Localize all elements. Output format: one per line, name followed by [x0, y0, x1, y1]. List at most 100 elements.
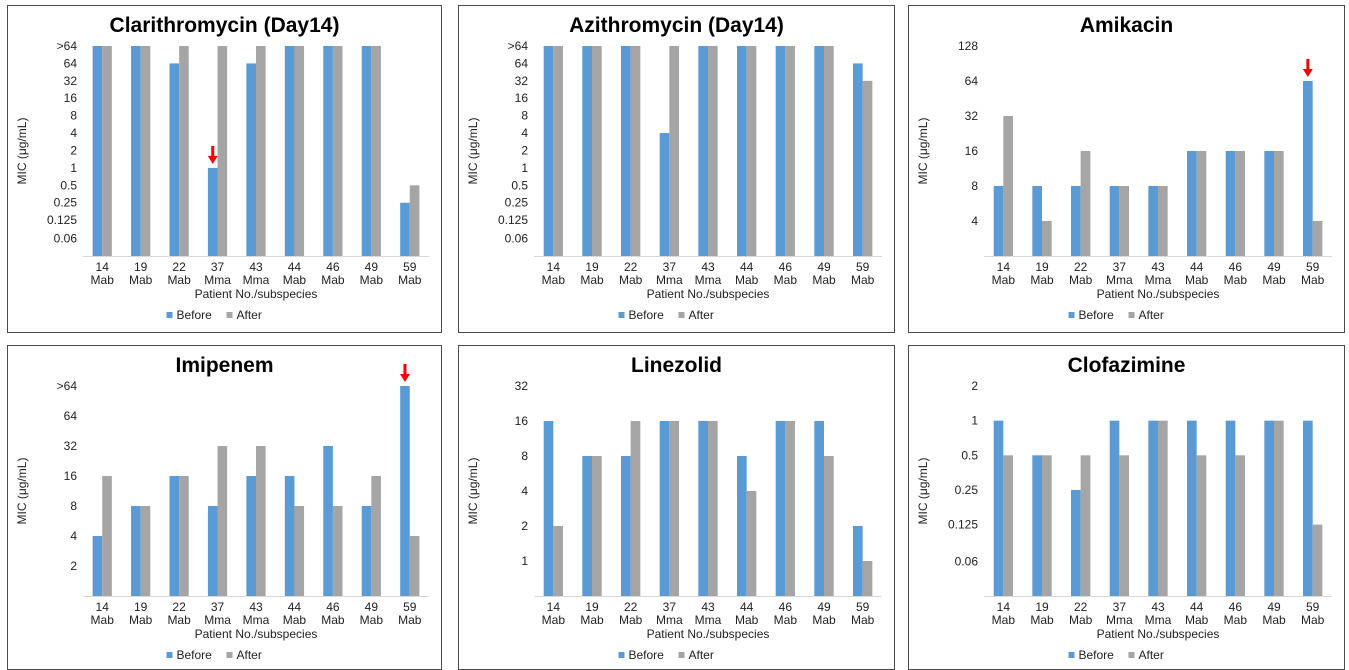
x-tick-label-line: 59: [1306, 600, 1320, 614]
bar-before-49-mab: [814, 46, 824, 256]
x-tick-label-line: 46: [326, 600, 340, 614]
bar-before-46-mab: [323, 446, 333, 596]
x-tick-label: 37 Mma: [1106, 600, 1133, 627]
x-tick-label-line: Mma: [204, 613, 231, 627]
bar-before-43-mma: [1148, 186, 1158, 256]
bar-before-43-mma: [246, 63, 256, 256]
x-tick-label-line: 22: [624, 260, 638, 274]
bar-before-49-mab: [1264, 151, 1274, 256]
bar-before-14-mab: [92, 536, 103, 596]
bar-after-59-mab: [862, 561, 873, 596]
x-tick-label-line: 19: [1035, 260, 1049, 274]
x-axis-label: Patient No./subspecies: [195, 627, 318, 641]
x-tick-label-line: 19: [134, 600, 148, 614]
bar-before-14-mab: [993, 420, 1004, 596]
bar-after-22-mab: [1080, 151, 1091, 256]
y-tick-label: 2: [70, 143, 77, 157]
x-tick-label-line: 46: [1229, 600, 1243, 614]
y-tick-label: 64: [965, 74, 979, 88]
x-tick-label-line: 22: [1074, 600, 1088, 614]
bar-before-46-mab: [1225, 420, 1236, 596]
bar-after-44-mab: [1196, 151, 1207, 256]
bar-before-43-mma: [698, 421, 708, 596]
x-tick-label-line: 44: [288, 600, 302, 614]
x-axis-label: Patient No./subspecies: [1097, 627, 1220, 641]
x-tick-label-line: 44: [1190, 600, 1204, 614]
bar-before-19-mab: [1032, 455, 1042, 596]
x-tick-label-line: 46: [326, 260, 340, 274]
x-tick-label-line: 14: [96, 600, 110, 614]
x-tick-label-line: Mab: [580, 613, 604, 627]
bar-before-44-mab: [737, 456, 747, 596]
bar-before-46-mab: [1225, 151, 1236, 256]
bar-before-14-mab: [993, 186, 1004, 256]
y-axis-label: MIC (μg/mL): [15, 458, 29, 525]
bar-after-14-mab: [102, 46, 112, 256]
x-tick-label-line: 49: [365, 260, 379, 274]
bar-after-14-mab: [102, 476, 112, 596]
y-axis-label: MIC (μg/mL): [466, 458, 480, 525]
x-tick-label-line: Mab: [91, 613, 115, 627]
x-tick-label-line: 37: [663, 600, 677, 614]
x-tick-label: 37 Mma: [656, 600, 683, 627]
bar-before-46-mab: [775, 421, 786, 596]
bar-before-22-mab: [621, 456, 631, 596]
x-tick-label-line: 43: [701, 260, 715, 274]
bar-before-59-mab: [1303, 81, 1313, 256]
y-axis-label: MIC (μg/mL): [916, 118, 930, 185]
x-tick-label-line: 44: [740, 600, 754, 614]
x-tick-label: 46 Mab: [774, 600, 798, 627]
legend-swatch-before: [166, 652, 173, 658]
y-tick-label: >64: [508, 39, 529, 53]
legend-swatch-after: [678, 652, 685, 658]
x-tick-label: 22 Mab: [619, 600, 643, 627]
x-tick-label-line: 59: [856, 600, 870, 614]
bar-after-37-mma: [217, 446, 228, 596]
bar-after-49-mab: [371, 476, 381, 596]
bar-after-46-mab: [332, 506, 343, 596]
legend-label-after: After: [237, 648, 262, 662]
x-tick-label-line: Mab: [851, 613, 875, 627]
x-tick-label-line: Mab: [1185, 273, 1209, 287]
x-tick-label-line: Mab: [1262, 273, 1286, 287]
x-tick-label-line: 49: [817, 260, 831, 274]
bar-before-19-mab: [1032, 186, 1042, 256]
legend-label-after: After: [237, 308, 262, 322]
bar-before-44-mab: [1187, 420, 1197, 596]
y-tick-label: 8: [971, 179, 978, 193]
bar-before-59-mab: [400, 386, 410, 596]
bar-after-19-mab: [140, 506, 151, 596]
legend-label-before: Before: [629, 648, 665, 662]
x-tick-label: 43 Mma: [695, 600, 722, 627]
x-tick-label-line: Mab: [542, 273, 566, 287]
x-tick-label: 59 Mab: [398, 260, 422, 287]
y-axis-label: MIC (μg/mL): [15, 118, 29, 185]
chart-panel-azithromycin: Azithromycin (Day14) 0.06 0.125 0.25 0.5 1 2 4 8…: [458, 5, 895, 333]
x-tick-label-line: Mab: [360, 613, 384, 627]
x-tick-label-line: 19: [585, 260, 599, 274]
bar-before-14-mab: [92, 46, 103, 256]
legend-swatch-after: [1128, 652, 1135, 658]
bar-before-44-mab: [737, 46, 747, 256]
x-tick-label-line: Mma: [1145, 273, 1172, 287]
x-tick-label-line: Mab: [398, 613, 422, 627]
y-tick-label: 16: [64, 91, 78, 105]
x-tick-label-line: Mab: [812, 273, 836, 287]
x-tick-label-line: Mma: [243, 613, 270, 627]
x-tick-label: 43 Mma: [243, 600, 270, 627]
bar-after-49-mab: [824, 456, 834, 596]
x-tick-label-line: 37: [211, 260, 225, 274]
x-tick-label: 44 Mab: [283, 260, 307, 287]
legend-swatch-before: [166, 312, 173, 318]
bar-before-22-mab: [621, 46, 631, 256]
x-tick-label-line: Mab: [91, 273, 115, 287]
bar-after-49-mab: [1274, 420, 1284, 596]
bar-after-19-mab: [1042, 221, 1052, 256]
bar-after-22-mab: [179, 46, 189, 256]
bar-after-14-mab: [1003, 116, 1013, 256]
x-tick-label-line: 44: [740, 260, 754, 274]
y-tick-label: 16: [515, 91, 529, 105]
bar-before-37-mma: [659, 421, 670, 596]
x-tick-label-line: Mab: [1030, 273, 1054, 287]
x-tick-label-line: 44: [288, 260, 302, 274]
